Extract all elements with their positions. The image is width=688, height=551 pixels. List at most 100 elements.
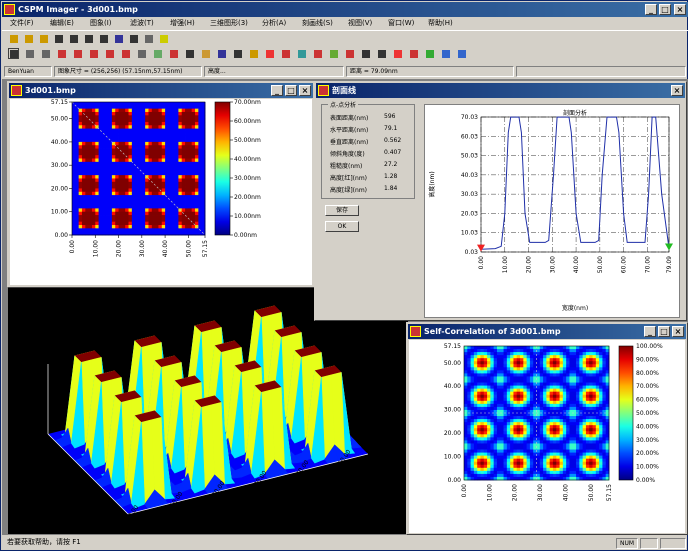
toolbar-button-6[interactable] <box>98 33 109 44</box>
correlation-window-close[interactable]: × <box>672 326 684 337</box>
image-window[interactable]: 3d001.bmp _ □ × 57.15 50.00 40.00 30.00 20.0… <box>7 81 315 288</box>
corr-colorbar-label: 20.00% <box>636 450 659 457</box>
correlation-window-titlebar[interactable]: Self-Correlation of 3d001.bmp _ □ × <box>408 324 686 339</box>
tool-icon <box>234 50 242 58</box>
toolbar2-button-11[interactable] <box>184 48 195 59</box>
ok-button[interactable]: OK <box>325 221 359 232</box>
tool-icon <box>138 50 146 58</box>
profile-chart[interactable]: 剖面分析 70.03 60.03 50.03 40.03 30.03 20.03 10.03 0… <box>425 105 679 317</box>
menu-item-9[interactable]: 窗口(W) <box>388 19 415 27</box>
close-button[interactable]: × <box>674 4 686 15</box>
toolbar-button-4[interactable] <box>68 33 79 44</box>
toolbar2-button-28[interactable] <box>456 48 467 59</box>
toolbar2-button-15[interactable] <box>248 48 259 59</box>
axis-3d-y-tick: 57.15 <box>367 441 383 459</box>
image-window-maximize[interactable]: □ <box>285 85 297 96</box>
save-button[interactable]: 保存 <box>325 205 359 216</box>
toolbar-button-5[interactable] <box>83 33 94 44</box>
toolbar2-button-2[interactable] <box>40 48 51 59</box>
image-y-tick: 0.00 <box>55 232 69 239</box>
image-window-titlebar[interactable]: 3d001.bmp _ □ × <box>9 83 313 98</box>
tool-icon <box>218 50 226 58</box>
toolbar2-button-5[interactable] <box>88 48 99 59</box>
menu-item-2[interactable]: 图象(I) <box>90 19 112 27</box>
toolbar-button-10[interactable] <box>158 33 169 44</box>
correlation-window[interactable]: Self-Correlation of 3d001.bmp _ □ × 57.1… <box>406 322 688 535</box>
image-colorbar-label: 50.00nm <box>234 137 261 144</box>
toolbar2-button-4[interactable] <box>72 48 83 59</box>
tool-icon <box>106 50 114 58</box>
toolbar2-button-13[interactable] <box>216 48 227 59</box>
menu-item-10[interactable]: 帮助(H) <box>428 19 453 27</box>
profile-window[interactable]: 剖面线 × 点-点分析 表面距离(nm) 596 水平距离(nm) 79.1 垂直距离(… <box>314 81 687 321</box>
menu-item-8[interactable]: 视图(V) <box>348 19 373 27</box>
toolbar-button-3[interactable] <box>53 33 64 44</box>
chart-y-tick: 20.03 <box>461 210 478 217</box>
menu-item-6[interactable]: 分析(A) <box>262 19 287 27</box>
toolbar2-button-3[interactable] <box>56 48 67 59</box>
toolbar2-button-26[interactable] <box>424 48 435 59</box>
toolbar2-button-7[interactable] <box>120 48 131 59</box>
toolbar-button-8[interactable] <box>128 33 139 44</box>
image-window-close[interactable]: × <box>299 85 311 96</box>
toolbar2-button-1[interactable] <box>24 48 35 59</box>
analysis-value: 1.84 <box>384 185 398 192</box>
toolbar2-button-8[interactable] <box>136 48 147 59</box>
image-x-tick: 40.00 <box>162 240 169 257</box>
toolbar2-button-24[interactable] <box>392 48 403 59</box>
info-height: 高度... <box>204 66 344 77</box>
correlation-window-maximize[interactable]: □ <box>658 326 670 337</box>
correlation-plot[interactable]: 57.15 50.00 40.00 30.00 20.00 10.00 0.000.00 10… <box>409 340 685 533</box>
toolbar2-button-21[interactable] <box>344 48 355 59</box>
view-3d[interactable]: 60.00 40.00 20.00 0.00 0.00 10.00 20.00 30.00 40… <box>8 284 408 534</box>
tool-icon <box>250 50 258 58</box>
corr-y-tick: 20.00 <box>444 430 461 437</box>
image-window-minimize[interactable]: _ <box>271 85 283 96</box>
tool-icon <box>362 50 370 58</box>
menu-item-5[interactable]: 三维图形(3) <box>210 19 248 27</box>
toolbar2-button-12[interactable] <box>200 48 211 59</box>
analysis-label: 高度[绿](nm) <box>330 187 368 194</box>
tool-icon <box>115 35 123 43</box>
correlation-window-minimize[interactable]: _ <box>644 326 656 337</box>
profile-window-close[interactable]: × <box>671 85 683 96</box>
afm-image-plot[interactable]: 57.15 50.00 40.00 30.00 20.00 10.00 0.000.00 10… <box>10 99 312 285</box>
toolbar2-button-27[interactable] <box>440 48 451 59</box>
toolbar-button-9[interactable] <box>143 33 154 44</box>
toolbar2-button-10[interactable] <box>168 48 179 59</box>
tool-icon <box>298 50 306 58</box>
toolbar2-button-20[interactable] <box>328 48 339 59</box>
tool-icon <box>74 50 82 58</box>
toolbar2-button-18[interactable] <box>296 48 307 59</box>
toolbar2-button-25[interactable] <box>408 48 419 59</box>
tool-icon <box>70 35 78 43</box>
chart-y-tick: 50.03 <box>461 153 478 160</box>
menu-item-7[interactable]: 刻画线(S) <box>302 19 333 27</box>
image-y-tick: 40.00 <box>51 139 68 146</box>
toolbar-button-0[interactable] <box>8 33 19 44</box>
menu-item-4[interactable]: 增强(H) <box>170 19 195 27</box>
toolbar2-button-22[interactable] <box>360 48 371 59</box>
minimize-button[interactable]: _ <box>645 4 657 15</box>
toolbar2-button-23[interactable] <box>376 48 387 59</box>
menu-item-3[interactable]: 滤波(T) <box>130 19 154 27</box>
toolbar-button-1[interactable] <box>23 33 34 44</box>
corr-colorbar-label: 50.00% <box>636 410 659 417</box>
toolbar-button-2[interactable] <box>38 33 49 44</box>
toolbar2-button-19[interactable] <box>312 48 323 59</box>
toolbar2-button-9[interactable] <box>152 48 163 59</box>
profile-window-titlebar[interactable]: 剖面线 × <box>316 83 685 98</box>
tool-icon <box>10 50 18 58</box>
surface-plot-3d: 60.0040.0020.000.000.0010.0020.0030.0040… <box>28 305 383 533</box>
toolbar2-button-16[interactable] <box>264 48 275 59</box>
statusbar: 若要获取帮助，请按 F1 NUM <box>2 537 688 551</box>
maximize-button[interactable]: □ <box>659 4 671 15</box>
toolbar-button-7[interactable] <box>113 33 124 44</box>
toolbar2-button-17[interactable] <box>280 48 291 59</box>
toolbar2-button-14[interactable] <box>232 48 243 59</box>
menu-item-0[interactable]: 文件(F) <box>10 19 34 27</box>
corr-y-tick: 40.00 <box>444 383 461 390</box>
toolbar2-button-6[interactable] <box>104 48 115 59</box>
toolbar2-button-0[interactable] <box>8 48 19 59</box>
menu-item-1[interactable]: 编辑(E) <box>50 19 74 27</box>
